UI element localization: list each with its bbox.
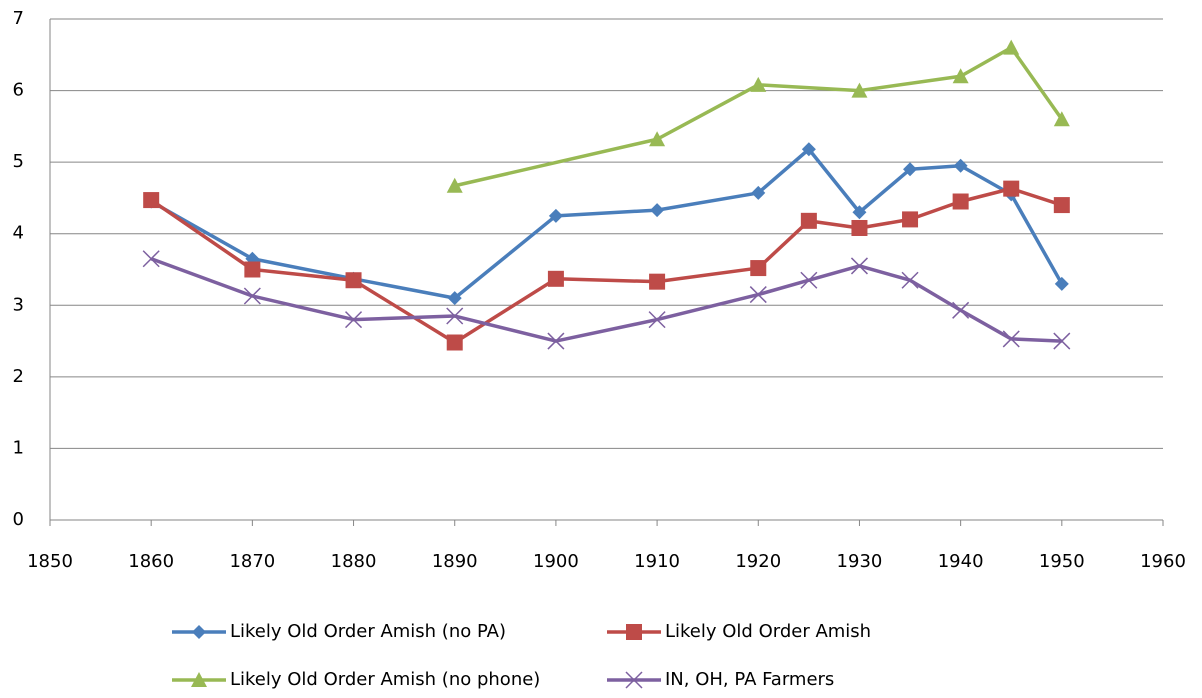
x-tick-label: 1910 — [634, 551, 680, 572]
marker — [952, 193, 969, 210]
marker — [851, 82, 868, 98]
marker — [953, 158, 968, 173]
marker — [952, 301, 970, 319]
legend-item: Likely Old Order Amish — [607, 621, 871, 642]
marker — [649, 273, 666, 290]
marker — [626, 624, 642, 640]
marker — [801, 142, 816, 157]
marker — [625, 671, 643, 689]
marker — [243, 287, 261, 305]
marker — [800, 271, 818, 289]
legend-item: IN, OH, PA Farmers — [607, 669, 834, 690]
x-tick-label: 1950 — [1039, 551, 1085, 572]
marker — [649, 131, 666, 147]
marker — [750, 260, 767, 277]
x-tick-label: 1960 — [1140, 551, 1186, 572]
marker — [1054, 276, 1069, 291]
marker — [547, 270, 564, 287]
y-tick-label: 5 — [13, 151, 24, 172]
marker — [650, 203, 665, 218]
x-tick-label: 1890 — [432, 551, 478, 572]
marker — [142, 250, 160, 268]
marker — [1003, 39, 1020, 55]
marker — [800, 212, 817, 229]
y-tick-label: 4 — [13, 223, 24, 244]
y-tick-label: 3 — [13, 294, 24, 315]
marker — [648, 311, 666, 329]
legend-label: Likely Old Order Amish — [665, 621, 871, 642]
marker — [446, 177, 463, 193]
x-tick-label: 1900 — [533, 551, 579, 572]
marker — [749, 286, 767, 304]
marker — [903, 162, 918, 177]
marker — [750, 76, 767, 92]
marker — [852, 205, 867, 220]
y-tick-label: 0 — [13, 509, 24, 530]
legend-label: IN, OH, PA Farmers — [665, 669, 834, 690]
series — [143, 180, 1070, 351]
marker — [851, 219, 868, 236]
marker — [446, 334, 463, 351]
series — [142, 250, 1071, 350]
marker — [447, 291, 462, 306]
marker — [1003, 180, 1020, 197]
series-line — [454, 45, 1064, 188]
marker — [751, 185, 766, 200]
marker — [191, 672, 207, 687]
marker — [548, 208, 563, 223]
y-tick-label: 2 — [13, 366, 24, 387]
series-line — [150, 147, 1064, 300]
x-tick-label: 1930 — [837, 551, 883, 572]
marker — [345, 311, 363, 329]
legend-item: Likely Old Order Amish (no PA) — [172, 621, 506, 642]
marker — [244, 261, 261, 278]
x-tick-label: 1920 — [735, 551, 781, 572]
marker — [1053, 332, 1071, 350]
marker — [192, 625, 206, 639]
x-tick-label: 1860 — [128, 551, 174, 572]
marker — [1002, 330, 1020, 348]
y-tick-label: 6 — [13, 80, 24, 101]
series-line — [150, 257, 1062, 343]
marker — [143, 192, 160, 209]
y-tick-label: 7 — [13, 8, 24, 29]
series — [446, 39, 1070, 193]
marker — [547, 332, 565, 350]
legend-label: Likely Old Order Amish (no PA) — [230, 621, 506, 642]
x-tick-label: 1850 — [27, 551, 73, 572]
marker — [902, 211, 919, 228]
marker — [446, 307, 464, 325]
legend-item: Likely Old Order Amish (no phone) — [172, 669, 540, 690]
marker — [345, 272, 362, 289]
marker — [1053, 111, 1070, 127]
x-tick-label: 1940 — [938, 551, 984, 572]
marker — [952, 68, 969, 84]
x-tick-label: 1870 — [229, 551, 275, 572]
legend-label: Likely Old Order Amish (no phone) — [230, 669, 540, 690]
y-tick-label: 1 — [13, 437, 24, 458]
marker — [901, 271, 919, 289]
marker — [1053, 197, 1070, 214]
x-tick-label: 1880 — [331, 551, 377, 572]
marker — [850, 257, 868, 275]
